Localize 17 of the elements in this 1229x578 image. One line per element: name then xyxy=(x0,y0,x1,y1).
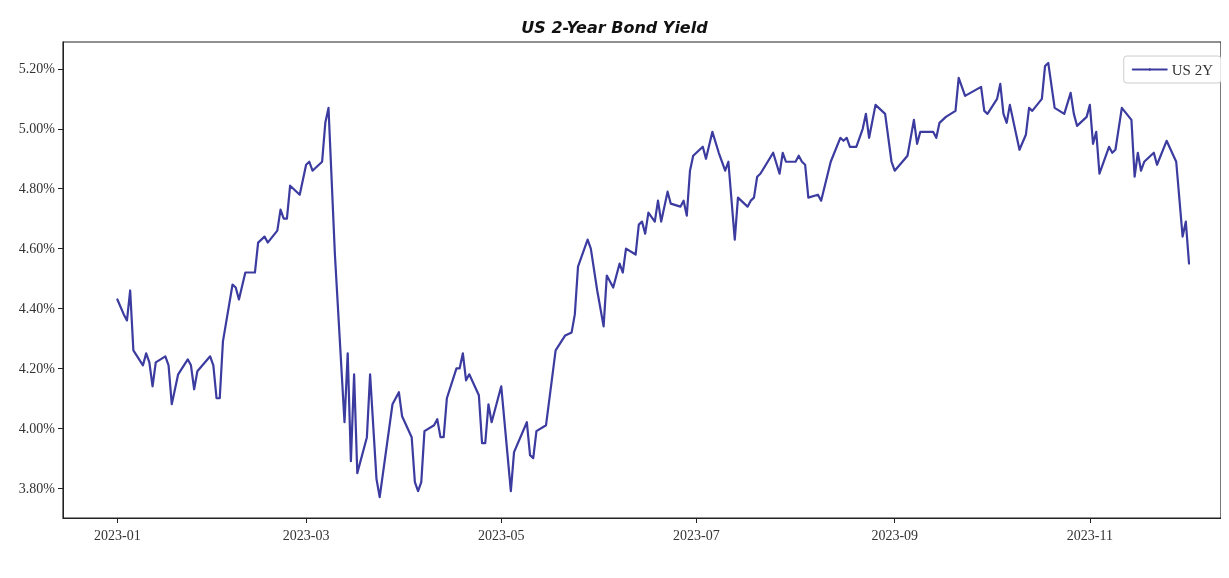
y-tick-label: 3.80% xyxy=(18,480,56,496)
x-tick-label: 2023-09 xyxy=(871,527,919,543)
x-tick-label: 2023-03 xyxy=(282,527,330,543)
y-tick-label: 4.60% xyxy=(18,241,56,257)
y-tick-label: 4.00% xyxy=(18,420,56,436)
y-tick-label: 4.40% xyxy=(18,300,56,316)
y-tick-label: 4.20% xyxy=(18,360,56,376)
y-tick-label: 5.00% xyxy=(18,121,56,137)
chart-title: US 2-Year Bond Yield xyxy=(521,17,709,37)
y-tick-label: 5.20% xyxy=(18,61,56,77)
x-tick-label: 2023-07 xyxy=(673,527,720,543)
x-tick-label: 2023-11 xyxy=(1066,527,1113,543)
line-series xyxy=(116,61,1191,499)
x-tick-label: 2023-05 xyxy=(477,527,525,543)
y-tick-label: 4.80% xyxy=(18,181,56,197)
x-tick-label: 2023-01 xyxy=(94,527,141,543)
legend-label: US 2Y xyxy=(1171,61,1214,78)
